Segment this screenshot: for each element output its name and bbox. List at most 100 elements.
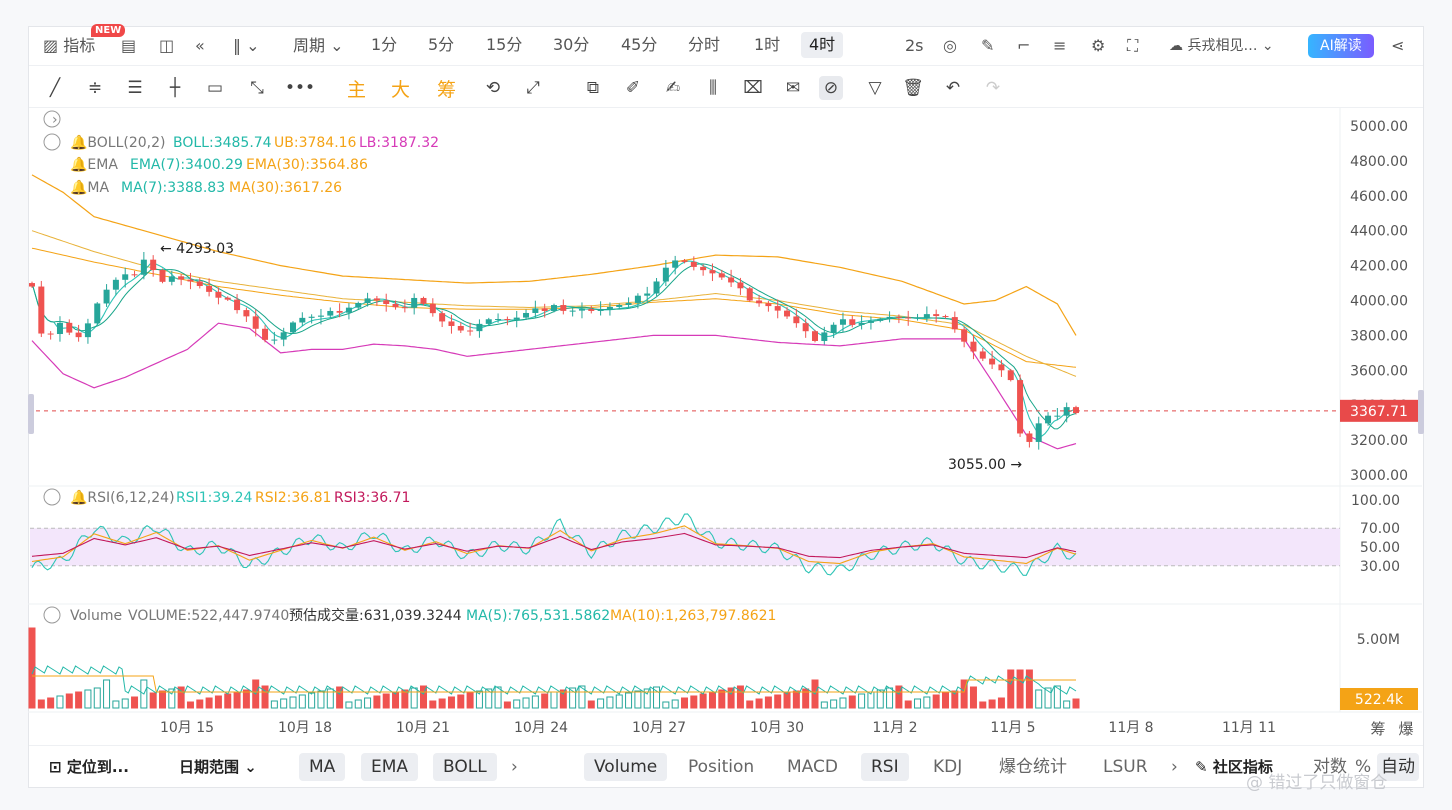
layout-icon[interactable]: ◫: [159, 36, 175, 55]
note-icon[interactable]: ✉: [785, 78, 801, 98]
top-toolbar: ▨ 指标 NEW ▤ ◫ « ‖ ⌄ 周期 ⌄ 2s ◎ ✎ ⌐ ≡ ⚙ ⛶ ☁…: [29, 24, 1423, 66]
more-tools-icon[interactable]: •••: [285, 78, 316, 98]
chip-cost[interactable]: 筹: [437, 79, 457, 101]
line-tool-icon[interactable]: ╱: [49, 78, 61, 98]
delete-icon[interactable]: 🗑: [902, 78, 924, 98]
share-icon[interactable]: ⋖: [1391, 36, 1405, 55]
volume-bars-group: [28, 627, 1080, 709]
redo-icon[interactable]: ↷: [985, 78, 1001, 98]
percent-toggle[interactable]: %: [1355, 757, 1372, 777]
chevron-right-icon-2[interactable]: ›: [1171, 757, 1178, 777]
period-dropdown[interactable]: 周期 ⌄: [293, 36, 344, 55]
sub-volume[interactable]: Volume: [584, 753, 668, 781]
interval-tab-7[interactable]: 4时: [801, 32, 844, 58]
indicator-button[interactable]: ▨ 指标: [43, 33, 95, 59]
low-annotation: 3055.00 →: [948, 457, 1022, 473]
candle-body: [355, 303, 362, 308]
volume-bar: [317, 690, 325, 709]
log-toggle[interactable]: 对数: [1313, 757, 1347, 777]
volume-bar: [597, 698, 605, 709]
chip-ema[interactable]: EMA: [361, 753, 419, 781]
sub-lsur[interactable]: LSUR: [1103, 757, 1148, 777]
boll-legend-name: 🔔BOLL(20,2): [70, 134, 166, 151]
price-tick-label: 3600.00: [1350, 363, 1408, 379]
trash-small-icon[interactable]: ⌧: [743, 78, 763, 98]
volume-bar: [121, 698, 129, 709]
fib-tool-icon[interactable]: ⤡: [250, 78, 264, 98]
resize-icon[interactable]: ⌐: [1017, 36, 1031, 55]
interval-tab-5[interactable]: 分时: [688, 35, 721, 54]
symbol-label: 兵戎相见…: [1187, 38, 1258, 54]
indicator-label: 指标: [63, 36, 96, 55]
magnet-icon[interactable]: ⊘: [819, 76, 843, 100]
measure-tool-icon[interactable]: ⤢: [526, 78, 540, 98]
settings-icon[interactable]: ⚙: [1091, 36, 1106, 55]
chip-ma[interactable]: MA: [299, 753, 346, 781]
candle-body: [336, 310, 343, 313]
rsi2-legend: RSI2:36.81: [255, 490, 331, 506]
liquidation-label: 爆: [1398, 720, 1413, 738]
chip-big[interactable]: 大: [391, 79, 411, 101]
sub-rsi[interactable]: RSI: [861, 753, 909, 781]
candle-body: [150, 259, 157, 271]
undo-icon[interactable]: ↶: [945, 78, 961, 98]
list-icon[interactable]: ≡: [1053, 36, 1067, 55]
calendar-icon[interactable]: ▤: [121, 36, 137, 55]
candle-body: [178, 276, 185, 280]
locate-button[interactable]: ⊡ 定位到...: [49, 753, 129, 781]
date-range-dropdown[interactable]: 日期范围 ⌄: [179, 758, 257, 776]
sub-position[interactable]: Position: [688, 757, 755, 777]
auto-toggle[interactable]: 自动: [1377, 753, 1419, 781]
hline-tool-icon[interactable]: ┼: [169, 78, 181, 98]
cycle-tool-icon[interactable]: ⟲: [485, 78, 501, 98]
volume-bar: [447, 696, 455, 709]
refresh-rate[interactable]: 2s: [905, 36, 924, 55]
interval-tab-3[interactable]: 30分: [553, 35, 590, 54]
interval-tab-2[interactable]: 15分: [486, 35, 523, 54]
rectangle-tool-icon[interactable]: ▭: [206, 78, 224, 98]
chip-main[interactable]: 主: [347, 79, 367, 101]
ai-analysis-button[interactable]: AI解读: [1308, 34, 1374, 58]
candle-body: [327, 310, 334, 316]
x-tick-label: 10月 15: [160, 720, 214, 736]
rsi3-legend: RSI3:36.71: [334, 490, 410, 506]
candle-type-icon[interactable]: ‖ ⌄: [233, 36, 260, 55]
volume-bar: [429, 700, 437, 709]
volume-bar: [364, 697, 372, 709]
volume-bar: [531, 695, 539, 709]
sub-kdj[interactable]: KDJ: [933, 757, 963, 777]
candles-icon[interactable]: ⫼: [709, 78, 717, 98]
volume-bar: [671, 699, 679, 709]
ruler-icon[interactable]: ✐: [625, 78, 641, 98]
candle-body: [839, 319, 846, 325]
volume-bar: [93, 687, 101, 709]
horizontal-lines-icon[interactable]: ☰: [127, 78, 143, 98]
parallel-tool-icon[interactable]: ≑: [87, 78, 103, 98]
volume-bar: [662, 701, 670, 709]
interval-tab-0[interactable]: 1分: [371, 35, 398, 54]
interval-tab-1[interactable]: 5分: [428, 35, 455, 54]
volume-bar: [904, 700, 912, 709]
candle-body: [821, 332, 828, 341]
symbol-dropdown[interactable]: ☁ 兵戎相见… ⌄: [1169, 38, 1274, 54]
candle-body: [653, 281, 660, 294]
brush-icon[interactable]: ✍: [665, 78, 681, 98]
pen-icon[interactable]: ✎: [981, 36, 995, 55]
candle-body: [802, 323, 809, 332]
community-indicator-button[interactable]: ✎ 社区指标: [1195, 753, 1273, 781]
sub-macd[interactable]: MACD: [787, 757, 838, 777]
interval-tab-4[interactable]: 45分: [621, 35, 658, 54]
candle-body: [690, 261, 697, 267]
filter-icon[interactable]: ▽: [868, 78, 882, 98]
candle-body: [989, 358, 996, 365]
sub-liquidation[interactable]: 爆仓统计: [999, 757, 1067, 777]
camera-icon[interactable]: ◎: [943, 36, 957, 55]
copy-icon[interactable]: ⧉: [586, 78, 600, 98]
rewind-icon[interactable]: «: [195, 36, 205, 55]
fullscreen-icon[interactable]: ⛶: [1127, 36, 1139, 55]
candle-body: [373, 298, 380, 301]
chevron-right-icon[interactable]: ›: [511, 757, 518, 777]
interval-tab-6[interactable]: 1时: [754, 35, 781, 54]
chip-boll[interactable]: BOLL: [433, 753, 497, 781]
